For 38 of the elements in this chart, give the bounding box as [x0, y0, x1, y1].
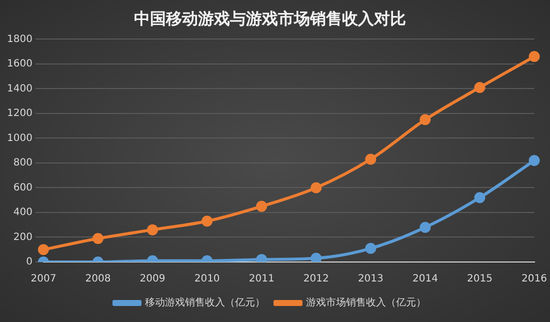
point [310, 182, 322, 194]
x-tick-label: 2008 [85, 274, 111, 285]
y-tick-label: 400 [13, 207, 32, 218]
point [474, 192, 486, 204]
point [528, 155, 540, 166]
y-tick-label: 1800 [6, 34, 32, 45]
legend-label: 移动游戏销售收入（亿元） [145, 296, 265, 309]
point [528, 51, 540, 62]
point [147, 224, 158, 236]
x-tick-label: 2010 [194, 274, 220, 285]
y-tick-label: 200 [13, 232, 32, 243]
x-tick-label: 2016 [522, 274, 547, 285]
y-tick-label: 1400 [6, 83, 32, 94]
point [365, 242, 376, 254]
point [310, 252, 322, 262]
x-tick-label: 2011 [248, 274, 274, 285]
x-tick-label: 2007 [30, 274, 56, 285]
point [474, 82, 486, 93]
y-tick-label: 800 [13, 158, 32, 169]
point [202, 216, 213, 227]
point [256, 200, 268, 212]
x-tick-label: 2009 [140, 274, 166, 285]
y-tick-label: 1000 [6, 132, 32, 144]
y-tick-label: 1200 [6, 108, 32, 120]
point [92, 232, 104, 244]
point [38, 244, 49, 256]
legend-label: 游戏市场销售收入（亿元） [306, 296, 426, 309]
point [420, 114, 431, 126]
point [365, 154, 376, 165]
y-tick-label: 600 [13, 182, 32, 194]
x-tick-label: 2014 [412, 274, 438, 285]
y-tick-label: 0 [26, 256, 32, 268]
x-tick-label: 2013 [358, 274, 384, 285]
y-tick-label: 1600 [6, 58, 32, 70]
x-tick-label: 2012 [303, 274, 329, 285]
x-tick-label: 2015 [467, 274, 492, 285]
point [420, 222, 431, 233]
chart-title: 中国移动游戏与游戏市场销售收入对比 [134, 8, 406, 28]
